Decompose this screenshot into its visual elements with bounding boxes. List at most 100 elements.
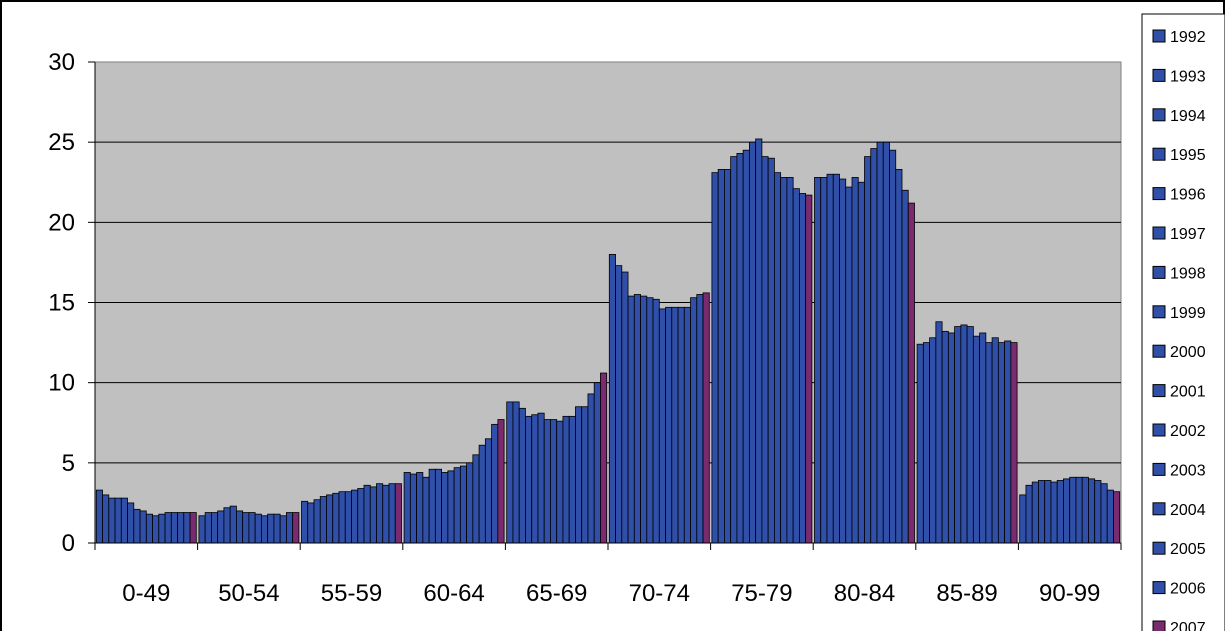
bar-55-59-1992 xyxy=(301,500,309,544)
bar-70-74-1993 xyxy=(615,265,623,544)
bar-0-49-1992 xyxy=(95,489,103,544)
bar-50-54-2007 xyxy=(292,512,300,544)
legend-label-1997: 1997 xyxy=(1170,226,1206,243)
bar-90-99-1994 xyxy=(1031,481,1039,544)
bar-70-74-2000 xyxy=(658,308,666,544)
bar-55-59-1997 xyxy=(332,492,340,544)
legend-label-1993: 1993 xyxy=(1170,68,1206,85)
bar-0-49-2004 xyxy=(170,512,178,544)
bar-85-89-2002 xyxy=(979,332,987,544)
bar-0-49-1998 xyxy=(133,508,141,544)
bar-70-74-1994 xyxy=(621,271,629,544)
legend-label-1995: 1995 xyxy=(1170,147,1206,164)
bar-85-89-1997 xyxy=(947,332,955,544)
bar-60-64-1999 xyxy=(447,470,455,544)
legend-swatch-2007 xyxy=(1152,620,1166,631)
bar-50-54-2002 xyxy=(260,515,269,544)
bar-75-79-2006 xyxy=(799,193,807,544)
bar-0-49-1994 xyxy=(108,497,116,544)
bar-60-64-1994 xyxy=(416,472,424,544)
y-axis-ticks: 0 5 10 15 20 25 30 xyxy=(48,49,95,557)
bar-75-79-2002 xyxy=(774,172,782,544)
bar-65-69-1995 xyxy=(525,415,533,544)
x-tick-label: 65-69 xyxy=(526,580,587,607)
x-tick-label: 85-89 xyxy=(936,580,997,607)
bar-70-74-1998 xyxy=(646,297,654,544)
legend-swatch-2005 xyxy=(1152,541,1166,555)
bar-80-84-1997 xyxy=(845,186,853,544)
legend-swatch-2000 xyxy=(1152,344,1166,358)
bar-70-74-1992 xyxy=(608,253,616,544)
bar-50-54-2005 xyxy=(279,515,287,544)
bar-70-74-2002 xyxy=(671,306,679,544)
bar-60-64-1992 xyxy=(403,472,411,544)
legend: 1992 1993 1994 1995 1996 1997 1998 1999 2000 2001… xyxy=(1141,13,1225,631)
y-tick-label: 20 xyxy=(48,209,75,236)
bar-0-49-2003 xyxy=(164,512,172,544)
bar-75-79-2001 xyxy=(767,157,775,544)
bar-0-49-2006 xyxy=(183,512,191,544)
bar-85-89-1992 xyxy=(916,343,924,544)
bar-50-54-1999 xyxy=(242,512,250,544)
bar-75-79-1993 xyxy=(717,169,725,544)
bar-0-49-1993 xyxy=(102,494,110,544)
legend-swatch-2002 xyxy=(1152,423,1166,437)
legend-swatch-1993 xyxy=(1152,68,1166,82)
bar-65-69-2002 xyxy=(568,415,576,544)
bar-85-89-2005 xyxy=(997,342,1005,544)
bar-90-99-1997 xyxy=(1050,481,1058,544)
bar-0-49-1996 xyxy=(120,497,128,544)
bar-60-64-1997 xyxy=(434,468,443,544)
bar-80-84-2000 xyxy=(864,156,872,544)
bar-50-54-1994 xyxy=(210,512,219,544)
bar-75-79-2000 xyxy=(761,156,769,544)
y-tick-label: 5 xyxy=(62,450,75,477)
bar-60-64-2005 xyxy=(484,438,493,544)
bar-80-84-1995 xyxy=(832,173,840,544)
bar-90-99-1995 xyxy=(1038,480,1046,544)
bar-0-49-1997 xyxy=(127,502,135,544)
bar-65-69-2007 xyxy=(600,372,608,544)
bar-70-74-1996 xyxy=(633,294,641,544)
bar-0-49-2000 xyxy=(145,513,153,544)
bar-80-84-2001 xyxy=(870,148,878,544)
bar-85-89-2004 xyxy=(991,337,999,544)
bar-55-59-2003 xyxy=(369,486,377,544)
bar-85-89-2007 xyxy=(1010,342,1018,544)
y-tick-label: 15 xyxy=(48,290,75,317)
bar-75-79-1998 xyxy=(749,141,757,544)
bar-50-54-1996 xyxy=(223,507,231,544)
bar-65-69-2001 xyxy=(562,415,570,544)
legend-label-1994: 1994 xyxy=(1170,108,1206,125)
bar-50-54-2000 xyxy=(248,512,256,544)
bar-90-99-1996 xyxy=(1044,480,1052,544)
bar-50-54-2003 xyxy=(267,513,275,544)
bar-90-99-2001 xyxy=(1075,476,1083,544)
legend-label-1999: 1999 xyxy=(1170,305,1206,322)
y-tick-label: 10 xyxy=(48,370,75,397)
bar-55-59-1993 xyxy=(307,502,315,544)
bar-65-69-2003 xyxy=(575,406,583,544)
bar-65-69-2006 xyxy=(593,382,601,544)
legend-label-2005: 2005 xyxy=(1170,541,1206,558)
bar-90-99-2006 xyxy=(1106,489,1114,544)
legend-label-2001: 2001 xyxy=(1170,384,1206,401)
bar-90-99-2000 xyxy=(1069,476,1077,544)
legend-label-1992: 1992 xyxy=(1170,29,1206,46)
bar-50-54-2004 xyxy=(273,513,281,544)
bar-75-79-2005 xyxy=(792,188,800,544)
bar-70-74-2007 xyxy=(702,292,710,544)
bar-55-59-2000 xyxy=(351,489,359,544)
bar-80-84-1998 xyxy=(851,177,859,544)
bar-75-79-1994 xyxy=(724,169,732,544)
bar-55-59-2005 xyxy=(382,484,390,544)
bar-60-64-1996 xyxy=(428,468,436,544)
legend-swatch-1995 xyxy=(1152,147,1166,161)
bar-0-49-1999 xyxy=(139,510,147,544)
legend-swatch-1994 xyxy=(1152,108,1166,122)
bar-70-74-1999 xyxy=(652,298,660,544)
bar-65-69-1992 xyxy=(506,401,514,544)
bar-85-89-1996 xyxy=(941,330,949,544)
bar-90-99-2007 xyxy=(1113,491,1121,544)
x-tick-label: 90-99 xyxy=(1039,580,1100,607)
